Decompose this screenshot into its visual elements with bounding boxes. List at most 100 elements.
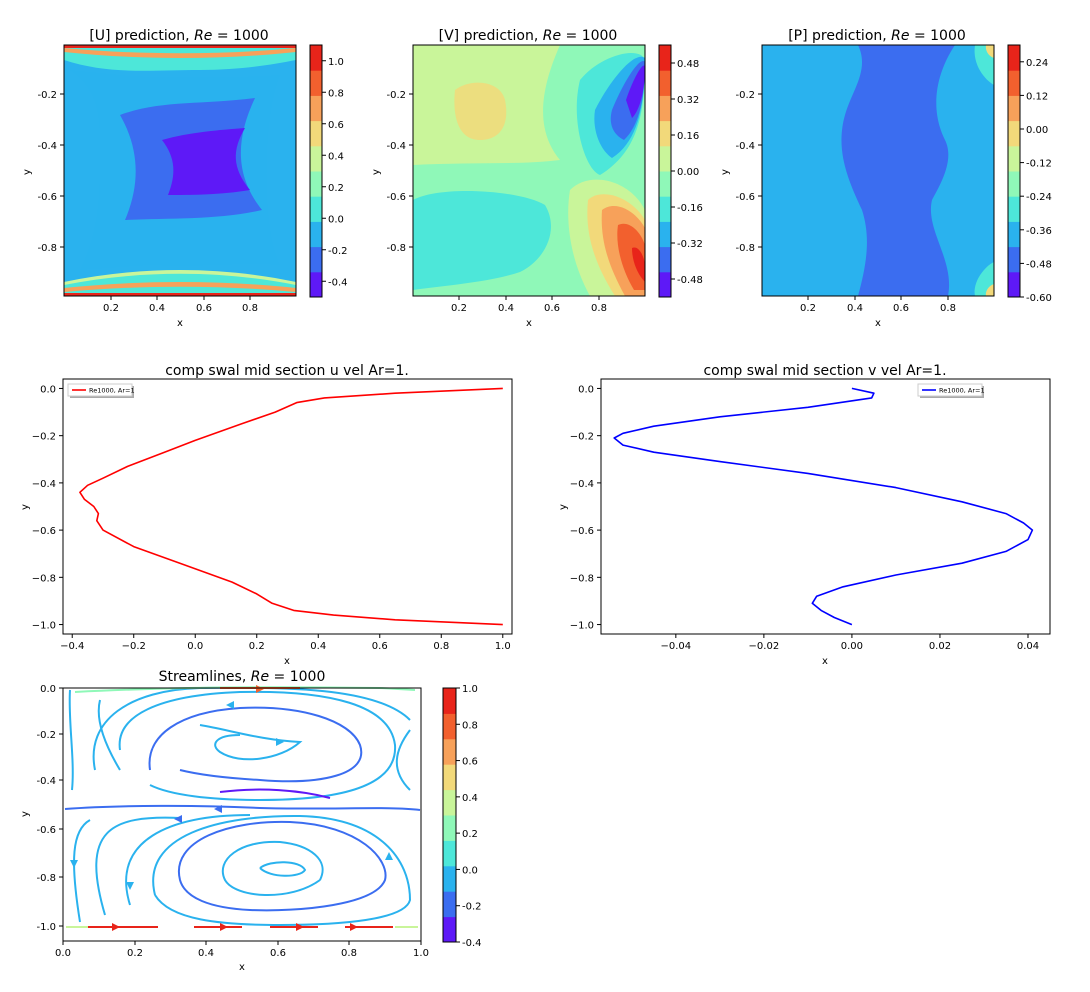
streamline — [395, 729, 411, 791]
colorbar-band — [659, 120, 671, 147]
colorbar-tick-label: 0.4 — [462, 793, 478, 804]
x-axis-label: x — [875, 318, 881, 329]
colorbar-tick-label: -0.4 — [328, 277, 348, 288]
x-tick-label: 0.4 — [498, 303, 514, 314]
y-tick-label: 0.0 — [40, 384, 56, 395]
colorbar-tick-label: -0.16 — [677, 203, 703, 214]
colorbar-band — [443, 764, 456, 791]
arrow-right-icon — [350, 923, 358, 931]
colorbar-band — [443, 916, 456, 943]
colorbar-tick-label: 0.48 — [677, 59, 699, 70]
streamlines-x-ticks: 0.0 0.2 0.4 0.6 0.8 1.0 — [55, 941, 429, 959]
colorbar-band — [443, 815, 456, 841]
u-colorbar: 1.0 0.8 0.6 0.4 0.2 0.0 -0.2 -0.4 — [309, 44, 348, 298]
x-tick-label: 0.00 — [841, 641, 863, 652]
colorbar-tick-label: -0.48 — [1026, 259, 1052, 270]
x-tick-label: 1.0 — [413, 948, 429, 959]
colorbar-tick-label: 1.0 — [462, 684, 478, 695]
colorbar-band — [659, 271, 671, 298]
colorbar-band — [443, 840, 456, 867]
arrow-up-icon — [385, 852, 393, 860]
arrow-left-icon — [226, 701, 234, 709]
y-tick-label: 0.0 — [40, 684, 56, 695]
x-axis-label: x — [526, 318, 532, 329]
colorbar-tick-label: -0.32 — [677, 239, 703, 250]
series-line — [613, 387, 1034, 626]
colorbar-frame — [442, 687, 457, 943]
x-tick-label: 0.2 — [127, 948, 143, 959]
colorbar-tick-label: 0.4 — [328, 151, 344, 162]
y-tick-label: −0.8 — [570, 573, 594, 584]
colorbar-frame — [1007, 44, 1021, 298]
colorbar-tick-label: 0.6 — [328, 120, 344, 131]
plot-frame — [600, 378, 1051, 635]
y-tick-label: −0.4 — [32, 479, 56, 490]
x-tick-label: 0.6 — [196, 303, 212, 314]
streamline — [199, 724, 303, 761]
streamline — [152, 814, 412, 927]
colorbar-band — [1008, 95, 1020, 122]
arrow-left-icon — [214, 805, 222, 813]
colorbar-band — [310, 120, 322, 147]
x-tick-label: 0.8 — [341, 948, 357, 959]
streamlines-y-ticks: 0.0 -0.2 -0.4 -0.6 -0.8 -1.0 — [36, 684, 63, 933]
colorbar-tick-label: 0.12 — [1026, 91, 1048, 102]
p-contour-field — [762, 45, 994, 296]
x-tick-label: 0.4 — [198, 948, 214, 959]
streamline — [219, 788, 331, 799]
y-axis-label: y — [720, 169, 731, 175]
colorbar-tick-label: 0.2 — [328, 183, 344, 194]
colorbar-band — [310, 221, 322, 248]
colorbar-band — [1008, 271, 1020, 298]
v-contour-x-ticks: 0.2 0.4 0.6 0.8 — [451, 296, 607, 314]
y-tick-label: -1.0 — [36, 922, 56, 933]
x-tick-label: 0.4 — [847, 303, 863, 314]
y-axis-label: y — [558, 504, 569, 510]
v-contour-field — [413, 45, 645, 296]
v-midsection-panel: comp swal mid section v vel Ar=1. x y −0… — [558, 363, 1051, 667]
streamline — [64, 804, 421, 811]
x-tick-label: 0.2 — [800, 303, 816, 314]
y-axis-label: y — [371, 169, 382, 175]
y-tick-label: −0.6 — [32, 526, 56, 537]
colorbar-band — [310, 70, 322, 96]
streamline — [95, 816, 181, 916]
y-tick-label: -0.4 — [36, 776, 56, 787]
colorbar-tick-label: -0.2 — [462, 902, 482, 913]
y-tick-label: -0.6 — [37, 192, 57, 203]
streamline — [177, 820, 387, 912]
y-tick-label: −0.6 — [570, 526, 594, 537]
colorbar-band — [310, 145, 322, 172]
colorbar-band — [1008, 221, 1020, 248]
colorbar-tick-label: 0.2 — [462, 829, 478, 840]
colorbar-band — [443, 688, 456, 714]
x-tick-label: 0.6 — [893, 303, 909, 314]
y-tick-label: -0.6 — [36, 825, 56, 836]
colorbar-band — [310, 246, 322, 273]
colorbar-band — [659, 45, 671, 71]
colorbar-band — [1008, 45, 1020, 71]
colorbar-frame — [309, 44, 323, 298]
colorbar-tick-label: -0.36 — [1026, 226, 1052, 237]
x-tick-label: 0.2 — [451, 303, 467, 314]
v-contour-panel: [V] prediction, Re = 1000 0.2 0.4 0.6 0.… — [371, 28, 703, 329]
x-tick-label: 0.4 — [310, 641, 326, 652]
colorbar-band — [1008, 246, 1020, 273]
colorbar-band — [1008, 120, 1020, 147]
y-tick-label: −0.8 — [32, 573, 56, 584]
legend-box — [67, 383, 133, 397]
u-contour-field — [64, 45, 296, 296]
colorbar-band — [443, 891, 456, 918]
x-axis-label: x — [239, 962, 245, 973]
y-tick-label: -0.4 — [386, 141, 406, 152]
colorbar-band — [443, 738, 456, 765]
colorbar-tick-label: -0.2 — [328, 246, 348, 257]
colorbar-tick-label: -0.48 — [677, 275, 703, 286]
colorbar-tick-label: -0.60 — [1026, 293, 1052, 304]
arrow-down-icon — [70, 860, 78, 868]
streamline — [118, 690, 397, 802]
y-tick-label: -0.8 — [735, 243, 755, 254]
streamline — [259, 861, 307, 877]
y-tick-label: -0.2 — [735, 90, 755, 101]
colorbar-tick-label: 0.0 — [328, 214, 344, 225]
